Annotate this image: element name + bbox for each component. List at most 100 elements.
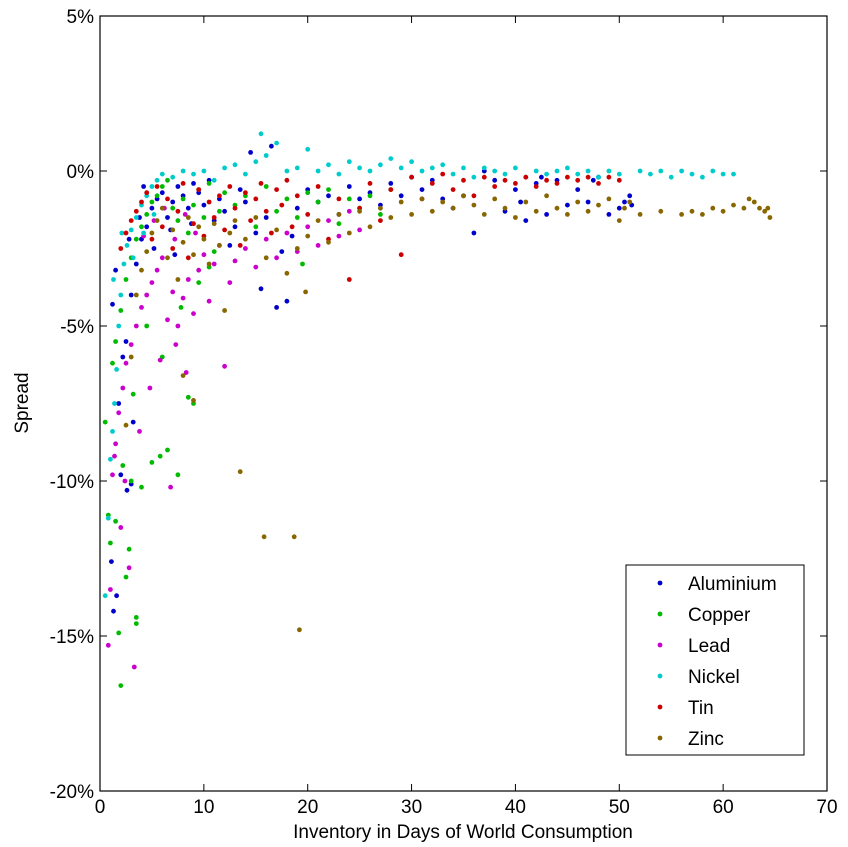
point-aluminium — [274, 305, 279, 310]
series-nickel — [102, 131, 736, 599]
legend-marker-zinc — [657, 735, 663, 741]
point-lead — [157, 357, 163, 363]
point-lead — [172, 236, 178, 242]
point-copper — [217, 208, 222, 214]
series-lead — [105, 205, 362, 670]
point-zinc — [294, 246, 300, 251]
point-tin — [118, 246, 124, 251]
point-nickel — [191, 171, 196, 177]
point-tin — [616, 177, 622, 183]
point-copper — [346, 196, 352, 202]
point-zinc — [585, 208, 591, 214]
point-nickel — [170, 174, 176, 180]
point-lead — [128, 342, 134, 347]
point-nickel — [243, 171, 248, 177]
point-nickel — [429, 165, 435, 171]
x-tick-label: 10 — [193, 797, 214, 818]
point-nickel — [222, 165, 228, 171]
point-copper — [305, 190, 311, 196]
point-copper — [118, 308, 124, 313]
point-nickel — [326, 162, 331, 168]
y-axis-title: Spread — [12, 372, 33, 433]
point-nickel — [648, 171, 653, 177]
point-aluminium — [326, 193, 331, 199]
point-copper — [110, 360, 115, 366]
point-lead — [183, 370, 189, 375]
point-zinc — [533, 208, 539, 214]
point-tin — [248, 218, 254, 224]
point-zinc — [222, 308, 228, 313]
point-zinc — [243, 236, 248, 242]
point-aluminium — [346, 184, 352, 189]
point-copper — [165, 177, 170, 183]
point-zinc — [440, 199, 446, 205]
point-nickel — [284, 168, 290, 174]
point-copper — [378, 212, 383, 217]
point-tin — [175, 208, 181, 214]
point-lead — [137, 429, 142, 434]
point-zinc — [450, 205, 456, 211]
point-aluminium — [159, 190, 165, 196]
point-zinc — [139, 267, 144, 273]
point-aluminium — [284, 298, 290, 304]
y-tick-label: -5% — [60, 317, 94, 338]
point-zinc — [658, 208, 664, 214]
point-tin — [206, 199, 212, 205]
point-tin — [378, 218, 383, 224]
point-zinc — [679, 212, 684, 217]
x-tick-label: 30 — [401, 797, 422, 818]
point-tin — [253, 196, 259, 202]
point-lead — [243, 246, 248, 251]
point-zinc — [357, 208, 362, 214]
point-tin — [227, 184, 233, 189]
point-nickel — [258, 131, 264, 137]
point-zinc — [336, 212, 342, 217]
point-tin — [409, 174, 414, 180]
point-zinc — [419, 196, 425, 202]
x-axis-title: Inventory in Days of World Consumption — [293, 822, 633, 843]
point-tin — [502, 177, 508, 183]
point-tin — [289, 224, 295, 230]
point-tin — [346, 277, 352, 282]
point-lead — [116, 410, 122, 416]
point-zinc — [596, 202, 601, 208]
point-zinc — [367, 224, 373, 230]
point-aluminium — [627, 193, 633, 199]
point-aluminium — [279, 249, 285, 255]
point-tin — [211, 215, 217, 220]
point-tin — [217, 193, 222, 199]
point-nickel — [124, 243, 130, 248]
point-zinc — [170, 227, 176, 233]
point-aluminium — [144, 224, 150, 230]
point-aluminium — [248, 150, 254, 155]
point-zinc — [388, 215, 394, 220]
legend-label-zinc: Zinc — [688, 729, 724, 750]
point-nickel — [398, 165, 404, 171]
point-zinc — [237, 469, 243, 475]
point-aluminium — [110, 301, 115, 307]
point-nickel — [378, 162, 383, 168]
point-nickel — [679, 168, 684, 174]
point-zinc — [165, 255, 170, 261]
point-zinc — [123, 422, 129, 428]
y-tick-label: 5% — [67, 7, 95, 28]
point-tin — [294, 193, 300, 199]
point-zinc — [253, 215, 259, 220]
point-zinc — [762, 208, 768, 214]
point-nickel — [731, 171, 736, 177]
point-tin — [170, 246, 176, 251]
point-nickel — [710, 168, 716, 174]
point-aluminium — [565, 202, 570, 208]
point-copper — [126, 546, 132, 552]
point-nickel — [585, 168, 591, 174]
point-aluminium — [357, 196, 362, 202]
point-copper — [144, 323, 150, 329]
point-lead — [274, 255, 279, 261]
point-nickel — [720, 171, 726, 177]
y-tick-label: 0% — [67, 162, 95, 183]
point-aluminium — [606, 212, 612, 217]
point-copper — [154, 193, 160, 199]
point-aluminium — [575, 187, 581, 193]
point-zinc — [196, 224, 202, 230]
point-copper — [201, 215, 207, 220]
